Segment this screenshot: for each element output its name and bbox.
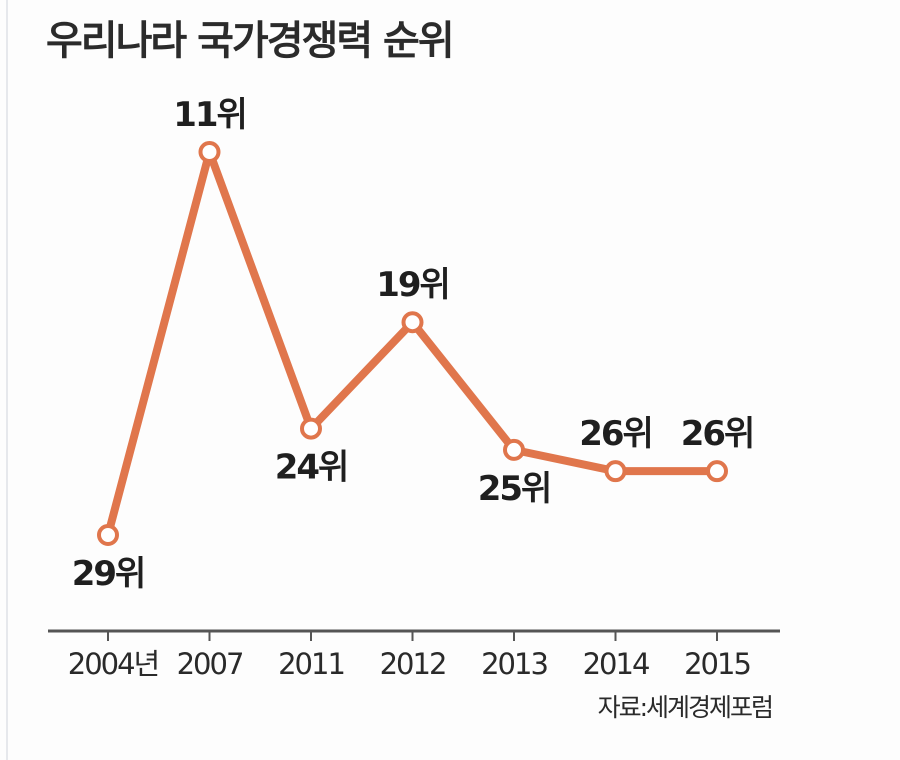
left-border bbox=[6, 0, 8, 760]
data-point-marker bbox=[503, 438, 525, 461]
x-tick-label: 2004년 bbox=[68, 647, 158, 681]
x-tick-label: 2015 bbox=[684, 647, 750, 681]
chart-title: 우리나라 국가경쟁력 순위 bbox=[46, 18, 455, 64]
data-label: 25위 bbox=[478, 469, 551, 509]
source-note: 자료:세계경제포럼 bbox=[597, 693, 774, 722]
rank-series-line bbox=[104, 148, 721, 539]
data-label: 24위 bbox=[275, 448, 348, 488]
x-tick-label: 2013 bbox=[481, 647, 547, 681]
data-label: 29위 bbox=[72, 554, 145, 594]
x-tick-label: 2012 bbox=[380, 647, 446, 681]
data-point-marker bbox=[401, 311, 424, 334]
x-tick-label: 2011 bbox=[278, 647, 344, 681]
data-label: 19위 bbox=[376, 265, 449, 305]
data-label: 26위 bbox=[579, 414, 652, 454]
x-tick-label: 2014 bbox=[583, 647, 649, 681]
data-label: 11위 bbox=[173, 95, 246, 135]
data-point-marker bbox=[198, 141, 221, 163]
x-tick-label: 2007 bbox=[177, 647, 243, 681]
data-point-marker bbox=[706, 460, 728, 483]
data-point-marker bbox=[97, 524, 119, 546]
data-point-marker bbox=[604, 460, 627, 483]
data-point-marker bbox=[300, 417, 322, 440]
data-label: 26위 bbox=[681, 414, 754, 454]
